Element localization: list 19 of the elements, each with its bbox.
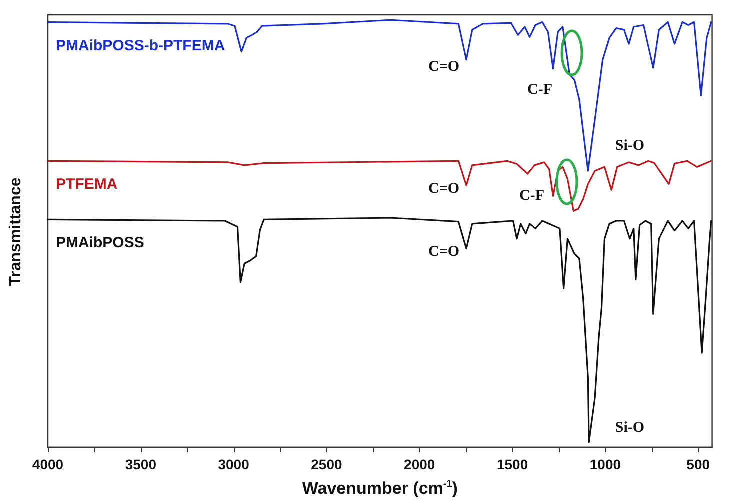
series-label: PMAibPOSS (56, 234, 144, 252)
x-tick-label: 1000 (590, 456, 622, 472)
y-axis-title: Transmittance (8, 178, 24, 286)
series-label: PMAibPOSS-b-PTFEMA (56, 37, 226, 54)
x-tick-label: 1500 (496, 456, 528, 472)
x-tick-label: 3500 (125, 456, 157, 472)
annotation: C=O (428, 244, 460, 260)
annotation: Si-O (615, 420, 645, 436)
annotation: C-F (520, 188, 544, 204)
annotation: C=O (428, 181, 460, 197)
annotation: Si-O (615, 138, 645, 154)
x-tick-label: 4000 (32, 456, 64, 472)
annotation: C=O (428, 59, 460, 75)
series-label: PTFEMA (56, 176, 118, 194)
annotation: C-F (528, 82, 552, 98)
x-tick-label: 2500 (311, 456, 343, 472)
x-tick-label: 2000 (404, 456, 436, 472)
x-tick-label: 500 (686, 456, 710, 472)
x-tick-label: 3000 (218, 456, 250, 472)
